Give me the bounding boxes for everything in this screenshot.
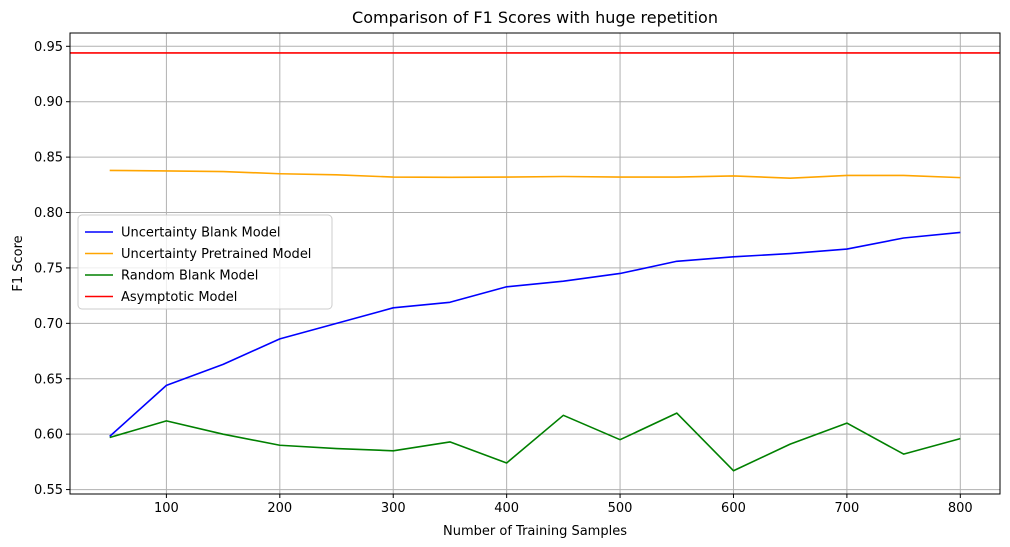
y-tick-label: 0.90 bbox=[34, 95, 63, 110]
x-tick-label: 700 bbox=[834, 501, 859, 516]
x-tick-label: 500 bbox=[608, 501, 633, 516]
x-tick-label: 100 bbox=[154, 501, 179, 516]
x-tick-label: 300 bbox=[381, 501, 406, 516]
uncertainty-pretrained-model-line bbox=[109, 169, 961, 179]
y-axis-ticks: 0.55 0.60 0.65 0.70 0.75 0.80 0.85 0.90 0.95 bbox=[34, 40, 70, 498]
series-lines bbox=[70, 52, 1000, 472]
x-axis-label: Number of Training Samples bbox=[443, 524, 627, 539]
legend-box bbox=[77, 214, 333, 310]
legend-label-uncertainty-pretrained-model: Uncertainty Pretrained Model bbox=[121, 247, 311, 262]
x-tick-label: 200 bbox=[267, 501, 292, 516]
grid-lines bbox=[70, 33, 1000, 494]
legend-label-random-blank-model: Random Blank Model bbox=[121, 269, 258, 284]
y-tick-label: 0.55 bbox=[34, 483, 63, 498]
x-tick-label: 800 bbox=[948, 501, 973, 516]
y-tick-label: 0.85 bbox=[34, 151, 63, 166]
uncertainty-blank-model-line bbox=[109, 231, 961, 437]
legend-label-uncertainty-blank-model: Uncertainty Blank Model bbox=[121, 226, 281, 241]
y-tick-label: 0.95 bbox=[34, 40, 63, 55]
y-tick-label: 0.65 bbox=[34, 372, 63, 387]
y-tick-label: 0.70 bbox=[34, 317, 63, 332]
y-tick-label: 0.60 bbox=[34, 428, 63, 443]
x-tick-label: 400 bbox=[494, 501, 519, 516]
y-tick-label: 0.80 bbox=[34, 206, 63, 221]
legend-label-asymptotic-model: Asymptotic Model bbox=[121, 290, 237, 305]
chart-title: Comparison of F1 Scores with huge repeti… bbox=[352, 8, 718, 27]
random-blank-model-line bbox=[109, 412, 961, 472]
plot-frame bbox=[69, 32, 1001, 495]
legend: Uncertainty Blank Model Uncertainty Pretr… bbox=[77, 214, 333, 310]
y-tick-label: 0.75 bbox=[34, 261, 63, 276]
x-tick-label: 600 bbox=[721, 501, 746, 516]
y-axis-label: F1 Score bbox=[11, 235, 26, 291]
x-axis-ticks: 100 200 300 400 500 600 700 800 bbox=[154, 494, 973, 516]
